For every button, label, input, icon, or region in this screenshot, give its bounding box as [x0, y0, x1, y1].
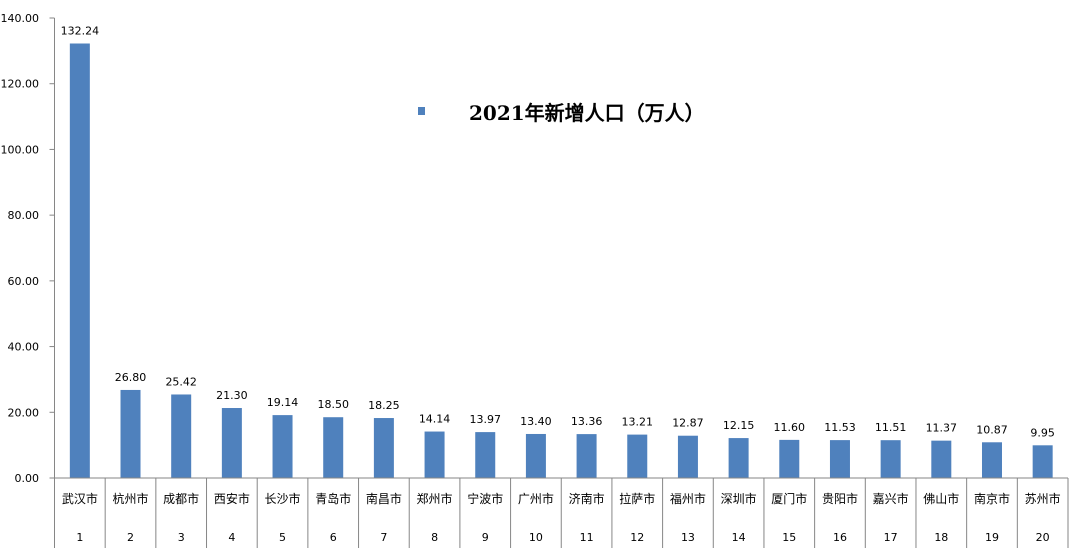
y-tick-label: 120.00	[1, 78, 40, 91]
bar	[272, 415, 293, 478]
x-category-label: 济南市	[569, 491, 605, 506]
bar	[424, 431, 445, 478]
x-category-label: 广州市	[518, 491, 554, 506]
x-rank-label: 7	[380, 531, 387, 544]
x-rank-label: 20	[1036, 531, 1050, 544]
y-tick-label: 80.00	[8, 209, 40, 222]
bar	[475, 432, 496, 478]
bar-value-label: 11.37	[926, 422, 958, 435]
value-labels: 132.24 26.80 25.42 21.30 19.14 18.50 18.25 14.1…	[61, 24, 1055, 439]
x-rank-label: 16	[833, 531, 847, 544]
x-category-label: 长沙市	[265, 491, 301, 506]
bar	[1032, 445, 1053, 478]
x-category-label: 青岛市	[315, 491, 351, 506]
x-rank-label: 19	[985, 531, 999, 544]
bar	[221, 408, 242, 478]
bar	[627, 434, 648, 478]
bar	[677, 435, 698, 478]
x-category-label: 南昌市	[366, 491, 402, 506]
bar	[779, 439, 800, 478]
bar	[576, 434, 597, 478]
x-category-label: 苏州市	[1025, 491, 1061, 506]
bar-value-label: 26.80	[115, 371, 147, 384]
bar-value-label: 13.36	[571, 415, 603, 428]
x-category-label: 宁波市	[467, 491, 503, 506]
x-rank-label: 4	[228, 531, 235, 544]
x-rank-label: 2	[127, 531, 134, 544]
y-tick-label: 40.00	[8, 341, 40, 354]
bar-value-label: 12.87	[672, 417, 704, 430]
x-category-label: 拉萨市	[619, 491, 655, 506]
legend: 2021年新增人口（万人）	[418, 96, 705, 126]
x-rank-label: 13	[681, 531, 695, 544]
x-rank-label: 14	[732, 531, 746, 544]
bar-value-label: 10.87	[976, 423, 1008, 436]
x-category-label: 武汉市	[62, 491, 98, 506]
y-tick-label: 60.00	[8, 275, 40, 288]
x-category-label: 南京市	[974, 491, 1010, 506]
bar	[69, 43, 90, 479]
x-axis: 武汉市 1 杭州市 2 成都市 3 西安市 4 长沙市 5 青岛市 6 南昌市 7 郑州市 8 宁波市 9 广州市 1…	[54, 477, 1069, 548]
x-category-label: 西安市	[214, 491, 250, 506]
y-axis: 0.00 20.00 40.00 60.00 80.00 100.00 120.00 140.…	[1, 12, 55, 485]
x-rank-label: 15	[782, 531, 796, 544]
x-rank-label: 12	[630, 531, 644, 544]
x-rank-label: 3	[178, 531, 185, 544]
bar-value-label: 13.21	[622, 416, 654, 429]
bar-value-label: 9.95	[1030, 426, 1055, 439]
bar	[323, 417, 344, 478]
x-rank-label: 18	[934, 531, 948, 544]
y-tick-label: 0.00	[15, 472, 40, 485]
bar-value-label: 13.97	[469, 413, 501, 426]
bar-value-label: 12.15	[723, 419, 755, 432]
bar-value-label: 18.25	[368, 399, 400, 412]
bar	[880, 440, 901, 478]
bar-value-label: 21.30	[216, 389, 248, 402]
bar	[829, 440, 850, 478]
bar-value-label: 132.24	[61, 24, 100, 37]
y-tick-label: 20.00	[8, 406, 40, 419]
bar-value-label: 13.40	[520, 415, 552, 428]
bar	[525, 433, 546, 478]
bar-value-label: 11.60	[774, 421, 806, 434]
x-category-label: 深圳市	[721, 491, 757, 506]
x-rank-label: 5	[279, 531, 286, 544]
y-tick-label: 140.00	[1, 12, 40, 25]
bar-value-label: 11.53	[824, 421, 856, 434]
bars	[69, 43, 1053, 479]
bar-value-label: 25.42	[165, 375, 197, 388]
bar	[981, 442, 1002, 478]
x-category-label: 厦门市	[771, 491, 807, 506]
x-category-label: 杭州市	[113, 491, 149, 506]
bar	[171, 394, 192, 478]
bar	[931, 440, 952, 478]
x-category-label: 成都市	[163, 491, 199, 506]
x-category-label: 贵阳市	[822, 491, 858, 506]
x-category-label: 佛山市	[923, 491, 959, 506]
x-rank-label: 10	[529, 531, 543, 544]
bar	[728, 438, 749, 478]
x-category-label: 福州市	[670, 491, 706, 506]
x-rank-label: 1	[76, 531, 83, 544]
x-rank-label: 11	[580, 531, 594, 544]
bar	[120, 389, 141, 478]
legend-swatch	[418, 107, 425, 115]
bar-value-label: 14.14	[419, 413, 451, 426]
x-rank-label: 17	[884, 531, 898, 544]
x-rank-label: 6	[330, 531, 337, 544]
bar-value-label: 19.14	[267, 396, 299, 409]
bar-value-label: 11.51	[875, 421, 907, 434]
bar	[373, 418, 394, 478]
y-tick-label: 100.00	[1, 143, 40, 156]
x-category-label: 嘉兴市	[873, 491, 909, 506]
legend-label: 2021年新增人口（万人）	[469, 100, 705, 125]
x-rank-label: 8	[431, 531, 438, 544]
x-rank-label: 9	[482, 531, 489, 544]
bar-value-label: 18.50	[317, 398, 349, 411]
x-category-label: 郑州市	[417, 491, 453, 506]
